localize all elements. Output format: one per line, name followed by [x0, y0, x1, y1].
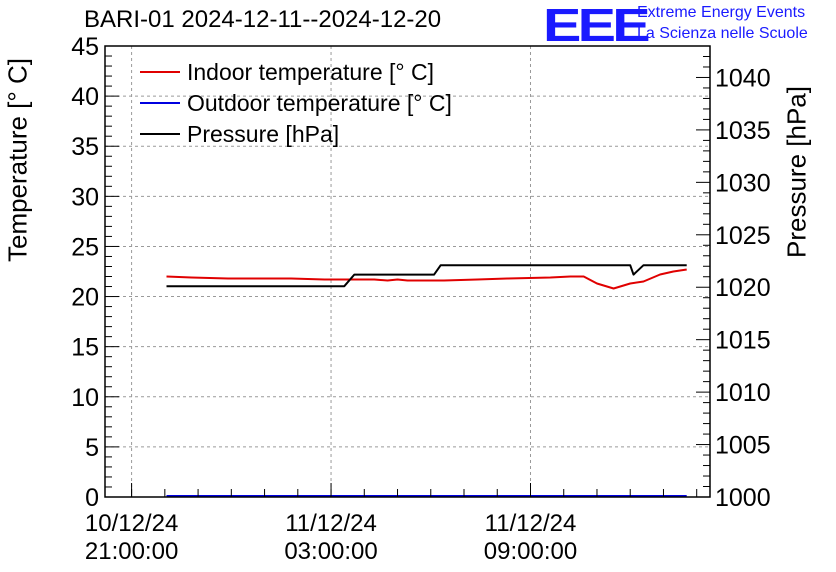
legend-label: Outdoor temperature [° C]	[187, 90, 452, 116]
y-right-tick-label: 1015	[715, 327, 771, 355]
x-tick-time: 03:00:00	[284, 538, 377, 565]
logo-subtitle-2: La Scienza nelle Scuole	[637, 25, 808, 42]
y-left-tick-label: 25	[71, 233, 99, 261]
legend: Indoor temperature [° C] Outdoor temperat…	[140, 59, 452, 147]
y-axis-label-left: Temperature [° C]	[2, 57, 33, 263]
x-tick-date: 11/12/24	[485, 510, 577, 537]
x-tick-time: 21:00:00	[85, 538, 178, 565]
y-left-tick-label: 5	[85, 434, 99, 462]
series-layer	[166, 264, 687, 497]
x-tick-time: 09:00:00	[484, 538, 577, 565]
y-right-tick-label: 1025	[715, 222, 771, 250]
grid-lines	[105, 46, 710, 497]
y-right-tick-label: 1005	[715, 432, 771, 460]
eee-logo: EEE	[543, 0, 651, 51]
legend-label: Indoor temperature [° C]	[187, 59, 434, 85]
y-right-tick-label: 1000	[715, 484, 771, 512]
legend-label: Pressure [hPa]	[187, 121, 339, 147]
y-left-tick-label: 45	[71, 33, 99, 61]
series-line-1	[166, 268, 687, 290]
y-left-tick-label: 20	[71, 284, 99, 312]
axes: 0510152025303540451000100510101015102010…	[71, 33, 770, 565]
y-left-tick-label: 0	[85, 484, 99, 512]
logo-subtitle-1: Extreme Energy Events	[637, 4, 806, 21]
chart-title: BARI-01 2024-12-11--2024-12-20	[84, 6, 442, 33]
x-tick-date: 11/12/24	[285, 510, 377, 537]
y-axis-label-right: Pressure [hPa]	[781, 86, 812, 258]
y-right-tick-label: 1020	[715, 274, 771, 302]
y-right-tick-label: 1035	[715, 117, 771, 145]
y-left-tick-label: 10	[71, 384, 99, 412]
y-left-tick-label: 30	[71, 183, 99, 211]
y-right-tick-label: 1030	[715, 169, 771, 197]
plot-frame	[104, 45, 711, 498]
y-right-tick-label: 1010	[715, 379, 771, 407]
y-left-tick-label: 35	[71, 133, 99, 161]
x-tick-date: 10/12/24	[85, 510, 178, 537]
y-left-tick-label: 40	[71, 83, 99, 111]
y-right-tick-label: 1040	[715, 64, 771, 92]
y-left-tick-label: 15	[71, 334, 99, 362]
series-line-3	[166, 264, 687, 288]
